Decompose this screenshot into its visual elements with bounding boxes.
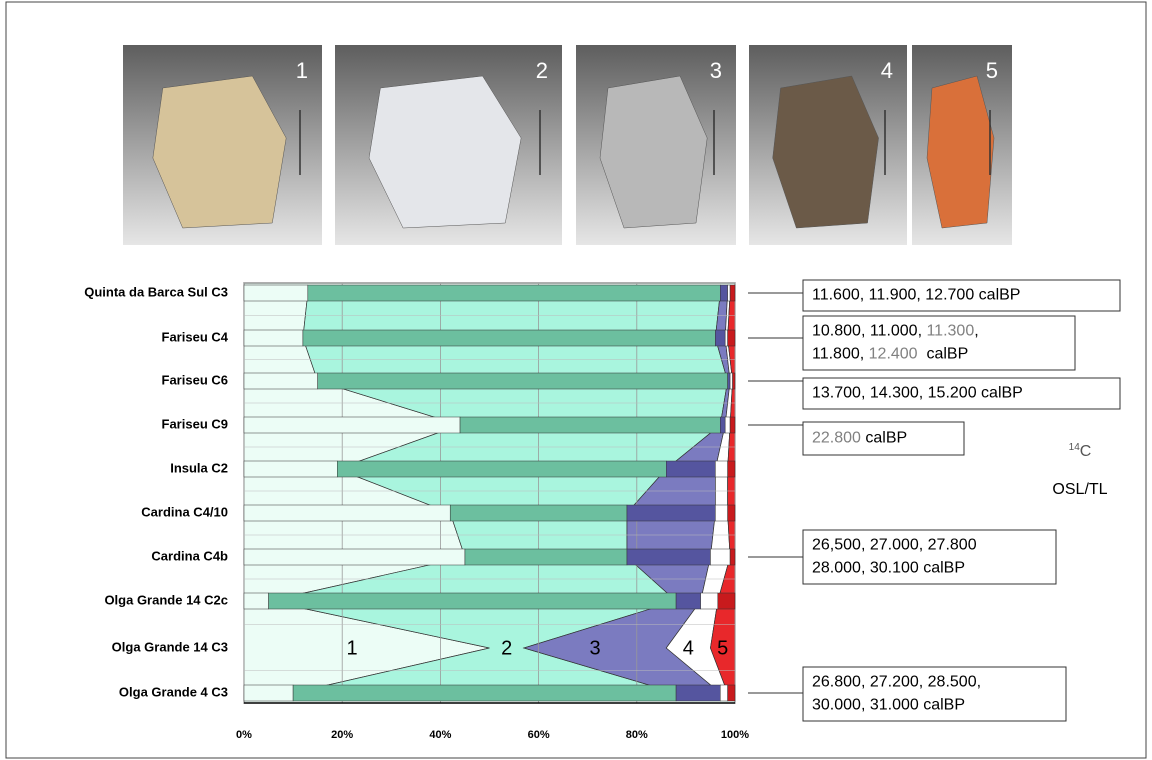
series-label: 1 (346, 637, 357, 659)
date-segment: calBP (918, 346, 969, 363)
date-segment: 12.400 (869, 346, 918, 363)
category-label: Quinta da Barca Sul C3 (84, 284, 228, 299)
bar-segment (720, 685, 727, 701)
photo-number: 5 (986, 58, 998, 83)
bar-segment (244, 373, 318, 389)
bar-segment (244, 285, 308, 301)
bar-segment (293, 685, 676, 701)
category-label: Fariseu C9 (162, 416, 228, 431)
date-text: 22.800 calBP (812, 430, 907, 447)
series-label: 4 (683, 637, 694, 659)
date-text: 11.600, 11.900, 12.700 calBP (812, 287, 1020, 304)
bar-segment (308, 285, 720, 301)
legend-item: OSL/TL (1052, 481, 1107, 498)
bar-segment (728, 285, 730, 301)
bar-segment (730, 285, 735, 301)
bar-segment (676, 593, 701, 609)
date-segment: 11.300 (926, 323, 974, 340)
legend-sup: 14 (1069, 442, 1081, 453)
date-segment: 28.000, 30.100 calBP (812, 560, 965, 577)
date-segment: 11.600, 11.900, 12.700 calBP (812, 287, 1020, 304)
date-segment: 13.700, 14.300, 15.200 calBP (812, 385, 1023, 402)
bar-segment (244, 461, 337, 477)
page: 1 2 3 4 5 Quinta da Barca Sul C3 Fariseu C4 Fa… (0, 0, 1152, 760)
date-text: 30.000, 31.000 calBP (812, 697, 965, 714)
photo-number: 1 (296, 58, 308, 83)
series-label: 2 (501, 637, 512, 659)
photo-number: 4 (881, 58, 893, 83)
bar-segment (733, 373, 735, 389)
date-segment: 30.000, 31.000 calBP (812, 697, 965, 714)
x-tick-label: 0% (236, 729, 252, 741)
bar-segment (715, 461, 727, 477)
bar-segment (244, 330, 303, 346)
date-segment: calBP (861, 430, 907, 447)
bar-segment (318, 373, 728, 389)
series-label: 3 (590, 637, 601, 659)
category-label: Cardina C4/10 (141, 504, 228, 519)
bar-segment (666, 461, 715, 477)
bar-segment (465, 549, 627, 565)
bar-segment (244, 417, 460, 433)
category-label: Insula C2 (170, 460, 228, 475)
date-segment: 26.800, 27.200, 28.500, (812, 674, 981, 691)
category-label: Fariseu C6 (162, 372, 228, 387)
bar-segment (244, 593, 269, 609)
photo-number: 2 (536, 58, 548, 83)
bar-segment (244, 505, 450, 521)
date-segment: 10.800, 11.000, (812, 323, 926, 340)
x-tick-label: 40% (429, 729, 451, 741)
bar-segment (710, 549, 730, 565)
bar-segment (728, 505, 735, 521)
date-text: 13.700, 14.300, 15.200 calBP (812, 385, 1023, 402)
bar-segment (715, 330, 725, 346)
category-label: Olga Grande 14 C2c (104, 592, 228, 607)
category-label: Fariseu C4 (162, 329, 229, 344)
x-tick-label: 80% (626, 729, 648, 741)
bar-segment (269, 593, 677, 609)
date-segment: 22.800 (812, 430, 861, 447)
date-text: 26,500, 27.000, 27.800 (812, 537, 977, 554)
x-tick-label: 20% (331, 729, 353, 741)
bar-segment (701, 593, 718, 609)
date-segment: 11.800, (812, 346, 869, 363)
category-label: Olga Grande 4 C3 (119, 684, 228, 699)
category-label: Olga Grande 14 C3 (112, 639, 228, 654)
photo-number: 3 (710, 58, 722, 83)
bar-segment (728, 330, 735, 346)
bar-segment (460, 417, 720, 433)
bar-segment (725, 417, 730, 433)
date-text: 11.800, 12.400 calBP (812, 346, 968, 363)
date-text: 28.000, 30.100 calBP (812, 560, 965, 577)
bar-segment (725, 330, 727, 346)
legend-text: OSL/TL (1052, 481, 1107, 498)
bar-segment (730, 417, 735, 433)
bar-segment (728, 373, 730, 389)
bar-segment (730, 549, 735, 565)
legend-text: C (1080, 443, 1092, 460)
bar-segment (337, 461, 666, 477)
bar-segment (627, 505, 715, 521)
date-text: 26.800, 27.200, 28.500, (812, 674, 981, 691)
x-tick-label: 100% (721, 729, 749, 741)
date-segment: , (974, 323, 978, 340)
bar-segment (720, 285, 727, 301)
bar-segment (715, 505, 727, 521)
bar-segment (244, 685, 293, 701)
bar-segment (303, 330, 715, 346)
bar-segment (728, 685, 735, 701)
series-label: 5 (717, 637, 728, 659)
category-label: Cardina C4b (151, 548, 228, 563)
date-segment: 26,500, 27.000, 27.800 (812, 537, 977, 554)
bar-segment (244, 549, 465, 565)
bar-segment (676, 685, 720, 701)
bar-segment (730, 373, 732, 389)
bar-segment (718, 593, 735, 609)
bar-segment (627, 549, 710, 565)
x-tick-label: 60% (528, 729, 550, 741)
bar-segment (450, 505, 627, 521)
date-text: 10.800, 11.000, 11.300, (812, 323, 979, 340)
bar-segment (728, 461, 735, 477)
bar-segment (720, 417, 725, 433)
